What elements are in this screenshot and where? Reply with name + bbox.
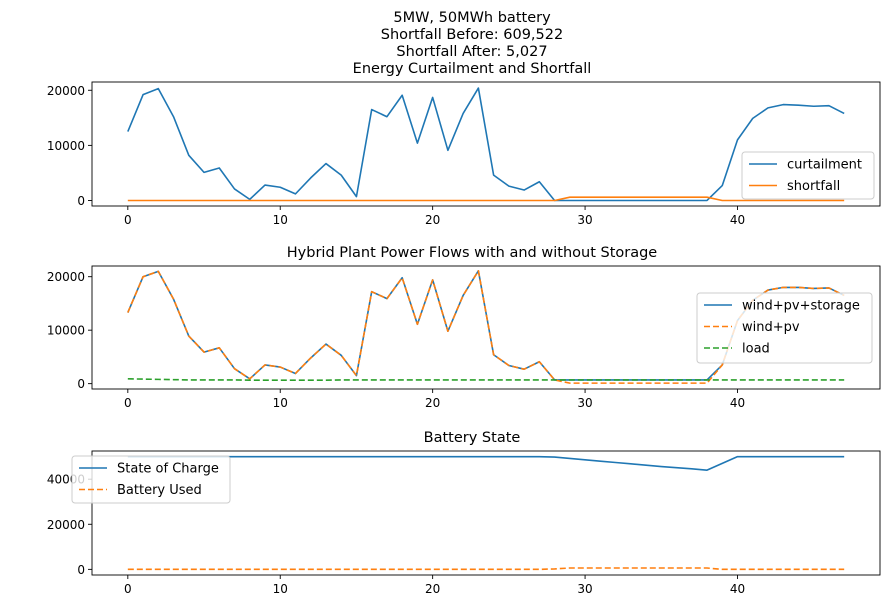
chart-1-x-tick-label: 40 [730,396,745,410]
suptitle-line-3: Shortfall After: 5,027 [396,44,547,60]
chart-1-x-tick-label: 0 [124,396,132,410]
chart-0-legend: curtailment shortfall [741,151,875,200]
chart-2-legend-box [71,455,231,504]
chart-2-axes-frame [91,450,881,576]
chart-1-legend-label-2: load [742,342,770,357]
chart-1-y-tick-label: 20000 [47,270,85,284]
chart-1-axes-frame [91,265,881,390]
chart-0-series-shortfall-line [127,196,845,202]
chart-1-y-tick-label: 0 [77,377,85,391]
chart-0-x-tick-label: 10 [273,213,288,227]
charts-layer: 0 10 20 30 4001000020000curtailmentshortfall… [47,81,881,596]
chart-2-series-battery-used-line [127,567,845,571]
chart-0-y-tick-label: 0 [77,194,85,208]
chart-0-series-curtailment-line [127,87,845,202]
chart-1-series-load-line [127,378,845,381]
chart-1-y-tick-label: 10000 [47,324,85,338]
chart-0-y-tick-label: 20000 [47,84,85,98]
chart-0: 0 10 20 30 40 0 10000 20000 curtailment shortfall [47,81,881,227]
chart-2-legend: State of Charge Battery Used [71,455,231,504]
chart-2-x-tick-label: 0 [124,582,132,596]
chart-1-legend-label-0: wind+pv+storage [742,299,860,314]
chart-0-x-tick-label: 30 [577,213,592,227]
suptitle-line-2: Shortfall Before: 609,522 [381,27,563,43]
chart-2-legend-label-1: Battery Used [117,483,202,498]
chart-2-x-tick-label: 30 [577,582,592,596]
chart-2-series-state-of-charge-line [127,455,845,471]
chart-2-x-tick-label: 10 [273,582,288,596]
suptitle-line-1: 5MW, 50MWh battery [393,10,551,26]
chart-2-title: Battery State [424,430,521,446]
chart-1-legend: wind+pv+storage wind+pv load [696,292,873,364]
chart-1-x-tick-label: 10 [273,396,288,410]
chart-2-y-tick-label: 0 [77,563,85,577]
chart-0-y-tick-label: 10000 [47,139,85,153]
chart-1: 0 10 20 30 4001000020000wind+pv+storagewind+… [47,265,881,410]
chart-0-axes-frame [91,81,881,207]
chart-1-x-tick-label: 30 [577,396,592,410]
chart-1-title: Hybrid Plant Power Flows with and withou… [287,245,658,261]
chart-1-x-tick-label: 20 [425,396,440,410]
chart-2-legend-label-0: State of Charge [117,462,219,477]
chart-2-x-tick-label: 20 [425,582,440,596]
chart-0-x-tick-label: 0 [124,213,132,227]
chart-2-x-tick-label: 40 [730,582,745,596]
chart-1-legend-box [696,292,873,364]
chart-0-legend-label-0: curtailment [787,158,862,173]
chart-1-legend-label-1: wind+pv [742,320,800,335]
chart-0-legend-label-1: shortfall [787,179,840,194]
chart-0-x-tick-label: 40 [730,213,745,227]
chart-2-y-tick-label: 20000 [47,518,85,532]
chart-0-title: Energy Curtailment and Shortfall [353,61,592,77]
chart-0-x-tick-label: 20 [425,213,440,227]
